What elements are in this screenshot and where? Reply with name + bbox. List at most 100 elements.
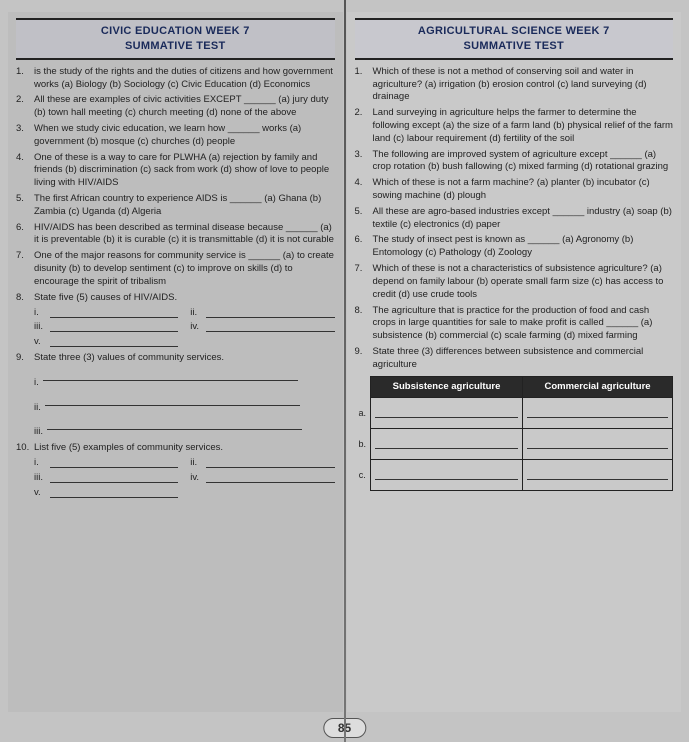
answer-lines: i. ii.: [34, 307, 335, 320]
table-cell: [371, 460, 523, 491]
q-body: The study of insect pest is known as ___…: [373, 234, 674, 260]
question-row: 9. State three (3) values of community s…: [16, 352, 335, 439]
row-label: a.: [355, 398, 371, 429]
page: CIVIC EDUCATION WEEK 7 SUMMATIVE TEST 1.…: [0, 0, 689, 742]
question-row: 7.Which of these is not a characteristic…: [355, 263, 674, 301]
blank: [50, 472, 178, 483]
roman: v.: [34, 336, 50, 349]
blank: [50, 457, 178, 468]
roman: ii.: [190, 457, 206, 470]
answer-lines: iii. iv.: [34, 321, 335, 334]
question-row: 3.The following are improved system of a…: [355, 149, 674, 175]
answer-lines: i. ii.: [34, 457, 335, 470]
q-num: 5.: [355, 206, 373, 232]
row-label: b.: [355, 429, 371, 460]
q-num: 3.: [355, 149, 373, 175]
left-column: CIVIC EDUCATION WEEK 7 SUMMATIVE TEST 1.…: [8, 12, 343, 712]
question-row: 4. One of these is a way to care for PLW…: [16, 152, 335, 190]
q-num: 6.: [355, 234, 373, 260]
left-title-line1: CIVIC EDUCATION WEEK 7: [101, 25, 250, 37]
right-title-line2: SUMMATIVE TEST: [357, 39, 672, 54]
q-body: One of these is a way to care for PLWHA …: [34, 152, 335, 190]
right-title-line1: AGRICULTURAL SCIENCE WEEK 7: [418, 25, 610, 37]
answer-line: ii.: [34, 392, 335, 415]
roman: i.: [34, 307, 50, 320]
q-num: 1.: [355, 66, 373, 104]
roman: i.: [34, 457, 50, 470]
q-body: Which of these is not a farm machine? (a…: [373, 177, 674, 203]
q-body: Which of these is not a characteristics …: [373, 263, 674, 301]
question-row: 8.The agriculture that is practice for t…: [355, 305, 674, 343]
question-row: 10. List five (5) examples of community …: [16, 442, 335, 499]
blank: [206, 321, 334, 332]
q-body: HIV/AIDS has been described as terminal …: [34, 222, 335, 248]
q-body: List five (5) examples of community serv…: [34, 442, 335, 499]
q-num: 2.: [355, 107, 373, 145]
q-num: 2.: [16, 94, 34, 120]
question-row: 2. All these are examples of civic activ…: [16, 94, 335, 120]
q-num: 9.: [355, 346, 373, 372]
roman: ii.: [190, 307, 206, 320]
blank: [375, 468, 518, 480]
blank: [50, 321, 178, 332]
blank: [43, 369, 298, 381]
question-row: 8. State five (5) causes of HIV/AIDS. i.…: [16, 292, 335, 349]
q-body: State three (3) values of community serv…: [34, 352, 335, 439]
row-label: c.: [355, 460, 371, 491]
question-row: 6. HIV/AIDS has been described as termin…: [16, 222, 335, 248]
answer-line: i.: [34, 367, 335, 390]
q-body: One of the major reasons for community s…: [34, 250, 335, 288]
q-body: The first African country to experience …: [34, 193, 335, 219]
blank: [527, 406, 668, 418]
q-num: 8.: [355, 305, 373, 343]
question-row: 1. is the study of the rights and the du…: [16, 66, 335, 92]
q-body: All these are agro-based industries exce…: [373, 206, 674, 232]
q-num: 5.: [16, 193, 34, 219]
blank: [527, 437, 668, 449]
q-body: The following are improved system of agr…: [373, 149, 674, 175]
q-body: Which of these is not a method of conser…: [373, 66, 674, 104]
table-header: Subsistence agriculture: [371, 376, 523, 398]
blank: [375, 406, 518, 418]
q-text: List five (5) examples of community serv…: [34, 442, 223, 453]
blank: [375, 437, 518, 449]
roman: iv.: [190, 472, 206, 485]
table-cell: [523, 398, 673, 429]
blank: [50, 487, 178, 498]
question-row: 5.All these are agro-based industries ex…: [355, 206, 674, 232]
roman: iv.: [190, 321, 206, 334]
answer-lines: v.: [34, 487, 335, 500]
question-row: 4.Which of these is not a farm machine? …: [355, 177, 674, 203]
q-num: 10.: [16, 442, 34, 499]
blank: [527, 468, 668, 480]
q-num: 9.: [16, 352, 34, 439]
q-body: The agriculture that is practice for the…: [373, 305, 674, 343]
right-column: AGRICULTURAL SCIENCE WEEK 7 SUMMATIVE TE…: [347, 12, 682, 712]
q-num: 6.: [16, 222, 34, 248]
book-spine: [344, 0, 346, 742]
table-row: a.: [355, 398, 673, 429]
question-row: 6.The study of insect pest is known as _…: [355, 234, 674, 260]
table-cell: [371, 429, 523, 460]
table-cell: [523, 460, 673, 491]
answer-lines: iii. iv.: [34, 472, 335, 485]
blank: [206, 457, 334, 468]
q-body: Land surveying in agriculture helps the …: [373, 107, 674, 145]
question-row: 1.Which of these is not a method of cons…: [355, 66, 674, 104]
blank: [206, 307, 334, 318]
blank: [45, 394, 300, 406]
table-cell: [371, 398, 523, 429]
q-num: 1.: [16, 66, 34, 92]
question-row: 9. State three (3) differences between s…: [355, 346, 674, 372]
table-cell: [523, 429, 673, 460]
table-row: b.: [355, 429, 673, 460]
q-body: All these are examples of civic activiti…: [34, 94, 335, 120]
right-title: AGRICULTURAL SCIENCE WEEK 7 SUMMATIVE TE…: [355, 18, 674, 60]
blank: [47, 418, 302, 430]
blank: [50, 336, 178, 347]
q-text: State three (3) values of community serv…: [34, 352, 224, 363]
left-title: CIVIC EDUCATION WEEK 7 SUMMATIVE TEST: [16, 18, 335, 60]
question-row: 7. One of the major reasons for communit…: [16, 250, 335, 288]
blank: [50, 307, 178, 318]
q-body: State five (5) causes of HIV/AIDS. i. ii…: [34, 292, 335, 349]
